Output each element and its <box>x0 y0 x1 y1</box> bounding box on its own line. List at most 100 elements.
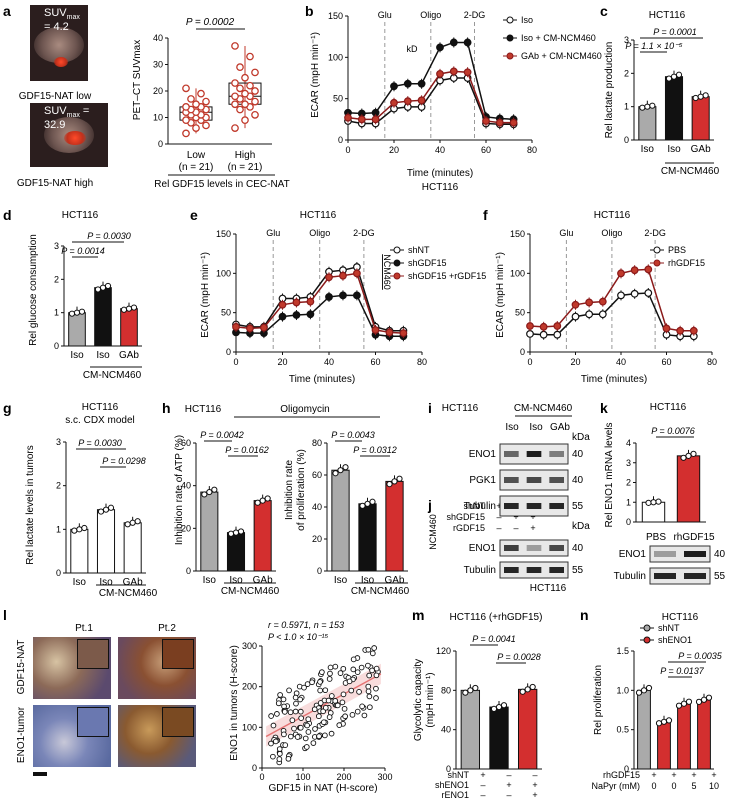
n-bar <box>637 689 651 770</box>
e-point <box>339 271 347 280</box>
a-point <box>251 68 259 77</box>
h2-ytick-label: 40 <box>312 502 322 512</box>
g-bar <box>96 509 116 574</box>
f-point <box>585 310 594 319</box>
l-point <box>277 692 283 698</box>
l-point <box>309 679 315 686</box>
b-marker-label: Glu <box>378 10 392 20</box>
l-point <box>297 708 304 715</box>
b-point <box>463 38 472 47</box>
a-point <box>241 89 249 98</box>
f-marker-label: Glu <box>559 228 573 238</box>
d-bar <box>120 308 138 347</box>
l-point <box>365 683 372 690</box>
n-bar <box>677 703 691 770</box>
e-xtick-label: 60 <box>370 357 380 367</box>
j-sign: + <box>530 523 535 533</box>
e-marker-label: Glu <box>266 228 280 238</box>
d-p2: P = 0.0030 <box>87 231 130 241</box>
m-cond-label: rENO1 <box>441 790 469 800</box>
a-suv-high-value: = 32.9 <box>44 105 90 132</box>
l-point <box>366 693 373 700</box>
f-xtick-label: 40 <box>616 357 626 367</box>
h1-point <box>211 486 218 493</box>
l-point <box>339 699 346 706</box>
l-xlabel: GDF15 in NAT (H-score) <box>268 783 377 794</box>
d-ytick-label: 1 <box>54 308 59 318</box>
h1-xtick-label: Iso <box>229 575 243 586</box>
j-blot-strip <box>499 539 569 557</box>
e-xlabel: Time (minutes) <box>289 374 355 385</box>
a-n-low: (n = 21) <box>179 162 214 173</box>
b-xtick-label: 40 <box>435 145 445 155</box>
a-suv-low-label: SUV <box>44 7 67 19</box>
l-point <box>303 744 310 750</box>
k-p: P = 0.0076 <box>651 426 694 436</box>
i-kda: kDa <box>572 432 590 443</box>
l-point <box>348 687 355 694</box>
l-point <box>322 732 328 739</box>
h1-point <box>259 497 266 504</box>
i-cell: HCT116 <box>442 403 479 414</box>
e-point <box>339 291 347 300</box>
a-point <box>236 105 244 114</box>
e-point <box>399 329 408 338</box>
g-point <box>81 524 88 532</box>
h1-ytick-label: 0 <box>186 566 191 576</box>
l-xtick-label: 100 <box>295 772 310 782</box>
b-point <box>357 115 366 124</box>
k-ytick-label: 1 <box>626 497 631 507</box>
d-bar <box>68 312 86 347</box>
e-ytick-label: 50 <box>221 308 231 318</box>
pet-scan-low: SUVmax = 4.2 <box>30 5 88 81</box>
l-point <box>354 708 361 715</box>
e-point <box>292 298 301 307</box>
n-point <box>665 717 673 724</box>
a-point <box>231 92 239 101</box>
e-point <box>278 312 287 321</box>
c-p1: P = 1.1 × 10⁻⁵ <box>625 41 682 51</box>
l-point <box>334 702 341 709</box>
a-point <box>231 124 239 132</box>
c-p2: P = 0.0001 <box>653 27 696 37</box>
c-xtick-label: Iso <box>641 144 655 155</box>
i-band <box>549 451 564 457</box>
a-point <box>192 124 200 132</box>
h2-ytick-label: 0 <box>317 566 322 576</box>
l-point <box>319 669 325 675</box>
l-point <box>316 733 322 740</box>
c-ytick-label: 1 <box>624 102 629 112</box>
a-xlabel: Rel GDF15 levels in CEC-NAT <box>154 179 289 190</box>
f-point <box>617 269 625 278</box>
j-sign: + <box>496 501 501 511</box>
h1-xtick-label: Iso <box>203 575 217 586</box>
d-xtick-label: Iso <box>70 350 84 361</box>
l-point <box>298 715 304 722</box>
panel-letter-c: c <box>600 3 608 19</box>
panel-letter-e: e <box>190 207 198 223</box>
n-bar <box>697 699 711 770</box>
e-point <box>232 322 240 331</box>
e-legend-marker <box>393 246 401 254</box>
a-ytick-label: 30 <box>153 60 163 70</box>
h2-ytick-label: 80 <box>312 438 322 448</box>
k-blot-strip <box>649 545 711 563</box>
f-xtick-label: 20 <box>570 357 580 367</box>
ihc-inset <box>162 639 194 669</box>
a-pvalue: P = 0.0002 <box>186 17 235 28</box>
h1-point <box>206 488 213 496</box>
k-bar <box>676 455 701 523</box>
e-legend-marker <box>393 259 401 267</box>
b-point <box>403 79 412 88</box>
d-p1: P = 0.0014 <box>61 246 104 256</box>
e-ytick-label: 150 <box>216 229 231 239</box>
panel-letter-a: a <box>3 3 11 19</box>
j-row-label: ENO1 <box>469 543 497 554</box>
j-kda: kDa <box>572 521 590 532</box>
f-legend-label: PBS <box>668 245 686 255</box>
b-xtick-label: 20 <box>389 145 399 155</box>
h2-point <box>364 500 371 507</box>
panel-letter-l: l <box>3 607 7 623</box>
l-point <box>302 735 309 742</box>
d-point <box>78 308 86 315</box>
